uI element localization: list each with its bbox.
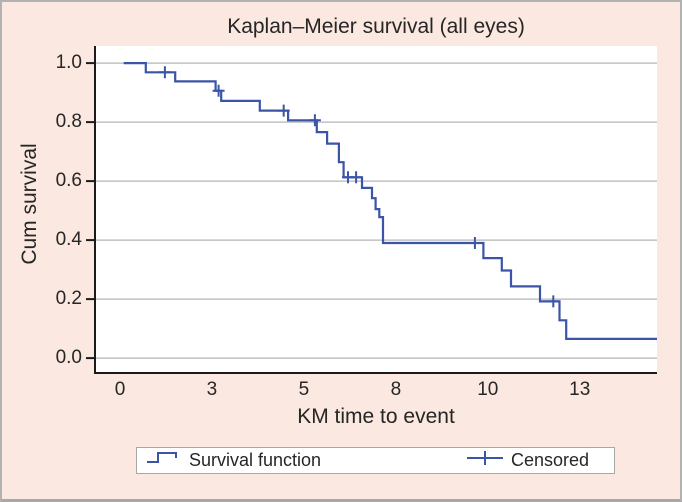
plot-area — [86, 46, 657, 374]
legend-box: Survival function Censored — [136, 447, 615, 474]
legend-label-censored: Censored — [511, 450, 590, 470]
plus-tick-icon — [465, 448, 505, 473]
x-tick-label: 0 — [114, 379, 126, 400]
survival-curve — [123, 62, 657, 340]
legend-item-survival-function: Survival function — [145, 448, 321, 473]
x-tick-label: 10 — [477, 379, 499, 400]
step-line-icon — [145, 448, 183, 473]
censored-mark — [547, 295, 560, 308]
y-tick-label: 0.4 — [55, 229, 82, 251]
chart-title: Kaplan–Meier survival (all eyes) — [227, 15, 525, 38]
censored-mark — [308, 114, 321, 127]
y-tick-label: 0.2 — [55, 288, 82, 310]
censored-mark — [277, 104, 290, 117]
x-tick-label: 5 — [298, 379, 310, 400]
legend-item-censored: Censored — [465, 448, 589, 473]
y-tick-label: 0.6 — [55, 170, 82, 192]
y-tick-label: 0.0 — [55, 347, 82, 369]
x-tick-label: 3 — [206, 379, 218, 400]
x-tick-label: 13 — [569, 379, 591, 400]
legend-label-survival-function: Survival function — [189, 450, 322, 470]
x-tick-label: 8 — [390, 379, 402, 400]
x-axis-label: KM time to event — [297, 405, 455, 428]
censored-mark — [468, 237, 481, 249]
censored-mark — [212, 84, 225, 97]
y-tick-label: 0.8 — [55, 111, 82, 133]
censored-mark — [350, 171, 363, 184]
censored-mark — [158, 66, 171, 79]
y-tick-label: 1.0 — [55, 52, 82, 74]
